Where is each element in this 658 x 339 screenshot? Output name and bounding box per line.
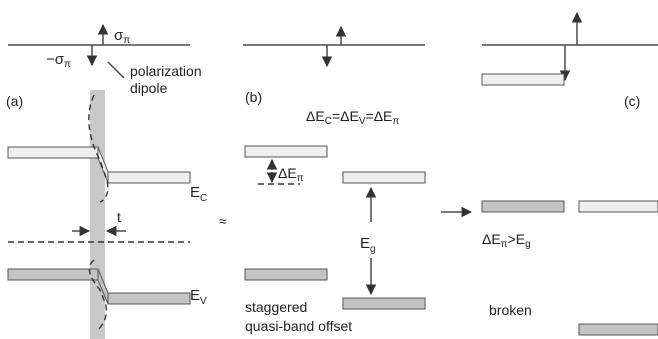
conduction-band-left — [7, 146, 99, 159]
polarization-charge-a — [8, 23, 190, 79]
panel-a: t — [7, 90, 191, 339]
approx-symbol: ≈ — [219, 213, 227, 229]
conduction-band-right-b — [342, 171, 426, 184]
conduction-band-left-b — [244, 145, 328, 158]
barrier-layer — [90, 90, 105, 339]
panel-b-label: (b) — [245, 89, 262, 105]
sigma-neg-label: −σπ — [46, 51, 71, 70]
valence-band-left-b — [244, 268, 328, 281]
panel-c — [481, 73, 658, 336]
eg-label: Eg — [360, 235, 376, 255]
conduction-band-right — [107, 171, 191, 184]
thickness-label: t — [117, 209, 121, 225]
broken-label: broken — [489, 302, 532, 318]
delta-epi-label: ΔEπ — [278, 165, 304, 184]
panel-b — [244, 145, 426, 310]
valence-band-right — [107, 292, 191, 305]
polarization-label: polarization — [130, 63, 202, 79]
condition-label: ΔEπ>Eg — [482, 231, 531, 250]
valence-band-left — [7, 268, 99, 281]
offset-equation: ΔEC=ΔEV=ΔEπ — [306, 108, 399, 127]
conduction-band-left-c — [481, 73, 565, 86]
potential-dashed-upper — [88, 94, 109, 203]
valence-band-right-c — [578, 323, 658, 336]
conduction-band-right-c — [578, 200, 658, 213]
sigma-pos-label: σπ — [114, 27, 130, 46]
quasi-band-offset-label: quasi-band offset — [245, 318, 352, 334]
ec-label: EC — [190, 184, 207, 204]
panel-a-label: (a) — [6, 93, 23, 109]
ev-label: EV — [190, 287, 207, 307]
polarization-charge-c — [482, 11, 658, 82]
polarization-charge-b — [243, 25, 425, 68]
staggered-label: staggered — [245, 299, 307, 315]
valence-band-right-b — [342, 297, 426, 310]
valence-band-left-c — [481, 200, 565, 213]
dipole-label: dipole — [130, 80, 168, 96]
panel-c-label: (c) — [624, 93, 640, 109]
